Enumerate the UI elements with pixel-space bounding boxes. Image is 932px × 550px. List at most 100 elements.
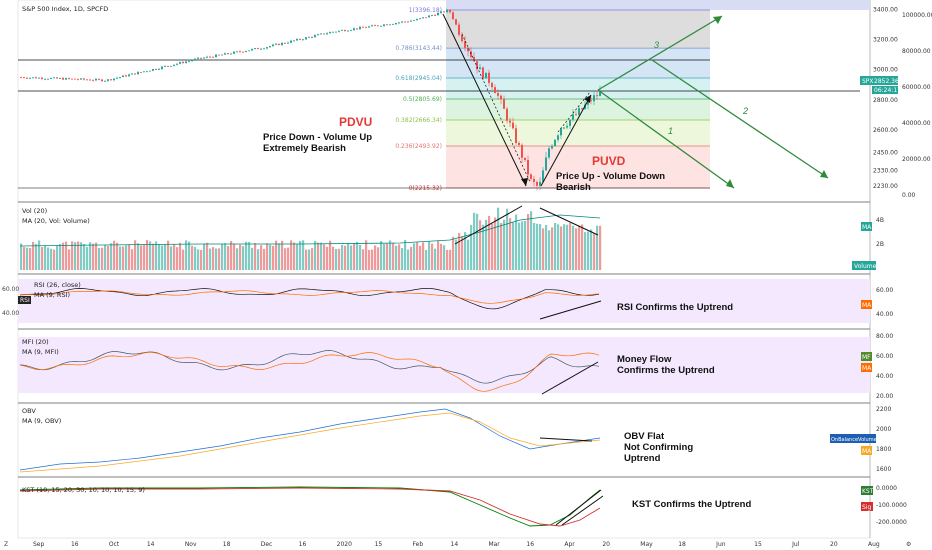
time-tick: Nov [185,541,197,548]
volume-bar [155,241,158,270]
volume-bar [500,222,503,270]
volume-bar [566,224,569,270]
volume-bar [533,223,536,270]
candle-body [491,82,493,88]
candle-body [467,47,469,52]
volume-bar [470,224,473,270]
candle-body [554,139,556,147]
volume-bar [338,248,341,270]
volume-bar [503,219,506,270]
volume-bar [584,232,587,270]
candle-body [116,77,118,79]
volume-bar [398,244,401,270]
candle-body [128,74,130,77]
volume-bar [128,244,131,270]
volume-bar [119,246,122,270]
volume-bar [299,240,302,270]
volume-bar [395,245,398,270]
volume-bar [371,249,374,270]
time-axis[interactable]: Sep 16 Oct 14 Nov 18 Dec 16 2020 15 Feb 14 Mar 16 Apr 2… [33,541,880,548]
candle-body [341,30,343,31]
volume-bar [104,244,107,270]
volume-bar [572,225,575,270]
candle-body [23,77,25,79]
volume-bar [332,246,335,270]
candle-body [401,21,403,23]
candle-body [98,78,100,80]
time-tick: Sep [33,541,45,548]
obv-tick: 1800 [876,446,891,453]
volume-bar [485,219,488,270]
candle-body [101,79,103,82]
volume-up-trendline [454,205,523,245]
spx-price-badge[interactable]: SPX 2852.36 06:24:17 [860,76,901,94]
zoom-icon[interactable]: Z [4,541,8,548]
volume-bar [284,248,287,270]
fib-zone [446,78,710,100]
candle-body [32,77,34,79]
candle-body [500,95,502,100]
candle-body [50,77,52,79]
volume-bar [266,243,269,270]
candle-body [452,12,454,20]
candle-body [206,56,208,58]
obv-tick: 2000 [876,426,891,433]
volume-bar [491,223,494,270]
price-axis[interactable]: 3400.00 3200.00 3000.00 2800.00 2600.00 2450.… [873,6,907,526]
candle-body [347,30,349,32]
rsi-tick: 40.00 [876,311,893,318]
volume-bar [392,242,395,270]
volume-bar [326,246,329,270]
volume-bar [95,242,98,270]
candle-body [122,75,124,78]
candle-body [71,78,73,80]
volume-bar [209,248,212,270]
candle-body [236,51,238,53]
green-path-long [651,59,829,179]
candle-body [461,34,463,42]
candle-body [455,19,457,25]
volume-bar [275,240,278,270]
candle-body [143,71,145,73]
candle-body [512,122,514,129]
candle-body [242,51,244,53]
settings-icon[interactable]: ⚙ [906,541,911,548]
time-tick: 16 [299,541,307,548]
volume-bar [536,223,539,270]
pdvu-title: PDVU [339,115,372,129]
volume-bar [269,244,272,270]
candle-body [86,79,88,81]
candle-body [383,24,385,26]
volume-bar [578,225,581,270]
volume-bar [509,218,512,270]
candle-body [233,51,235,54]
candle-body [359,26,361,30]
drawing-tools[interactable] [442,13,829,189]
candle-body [47,78,49,80]
time-tick: 20 [602,541,610,548]
obv-line [19,408,601,471]
pdvu-line-2: Extremely Bearish [263,143,346,154]
puvd-arrow [540,94,592,187]
candle-body [464,41,466,48]
volume-bar [173,244,176,270]
volume-bar [569,222,572,270]
candle-body [20,77,22,79]
price-tick: 2450.00 [873,150,898,157]
volume-bar [377,247,380,270]
rsi-trendline [539,300,602,320]
volume-bar [65,241,68,270]
volume-bar [383,243,386,270]
kst-tick: -200.0000 [876,519,907,526]
candle-body [407,21,409,23]
volume-bar [110,243,113,270]
candle-body [107,79,109,81]
candle-body [413,20,415,22]
mfi-trendline [541,361,599,395]
candle-body [227,53,229,55]
time-tick: Jun [715,541,726,548]
candle-body [320,33,322,35]
candle-body [569,119,571,126]
volume-bar [239,244,242,270]
